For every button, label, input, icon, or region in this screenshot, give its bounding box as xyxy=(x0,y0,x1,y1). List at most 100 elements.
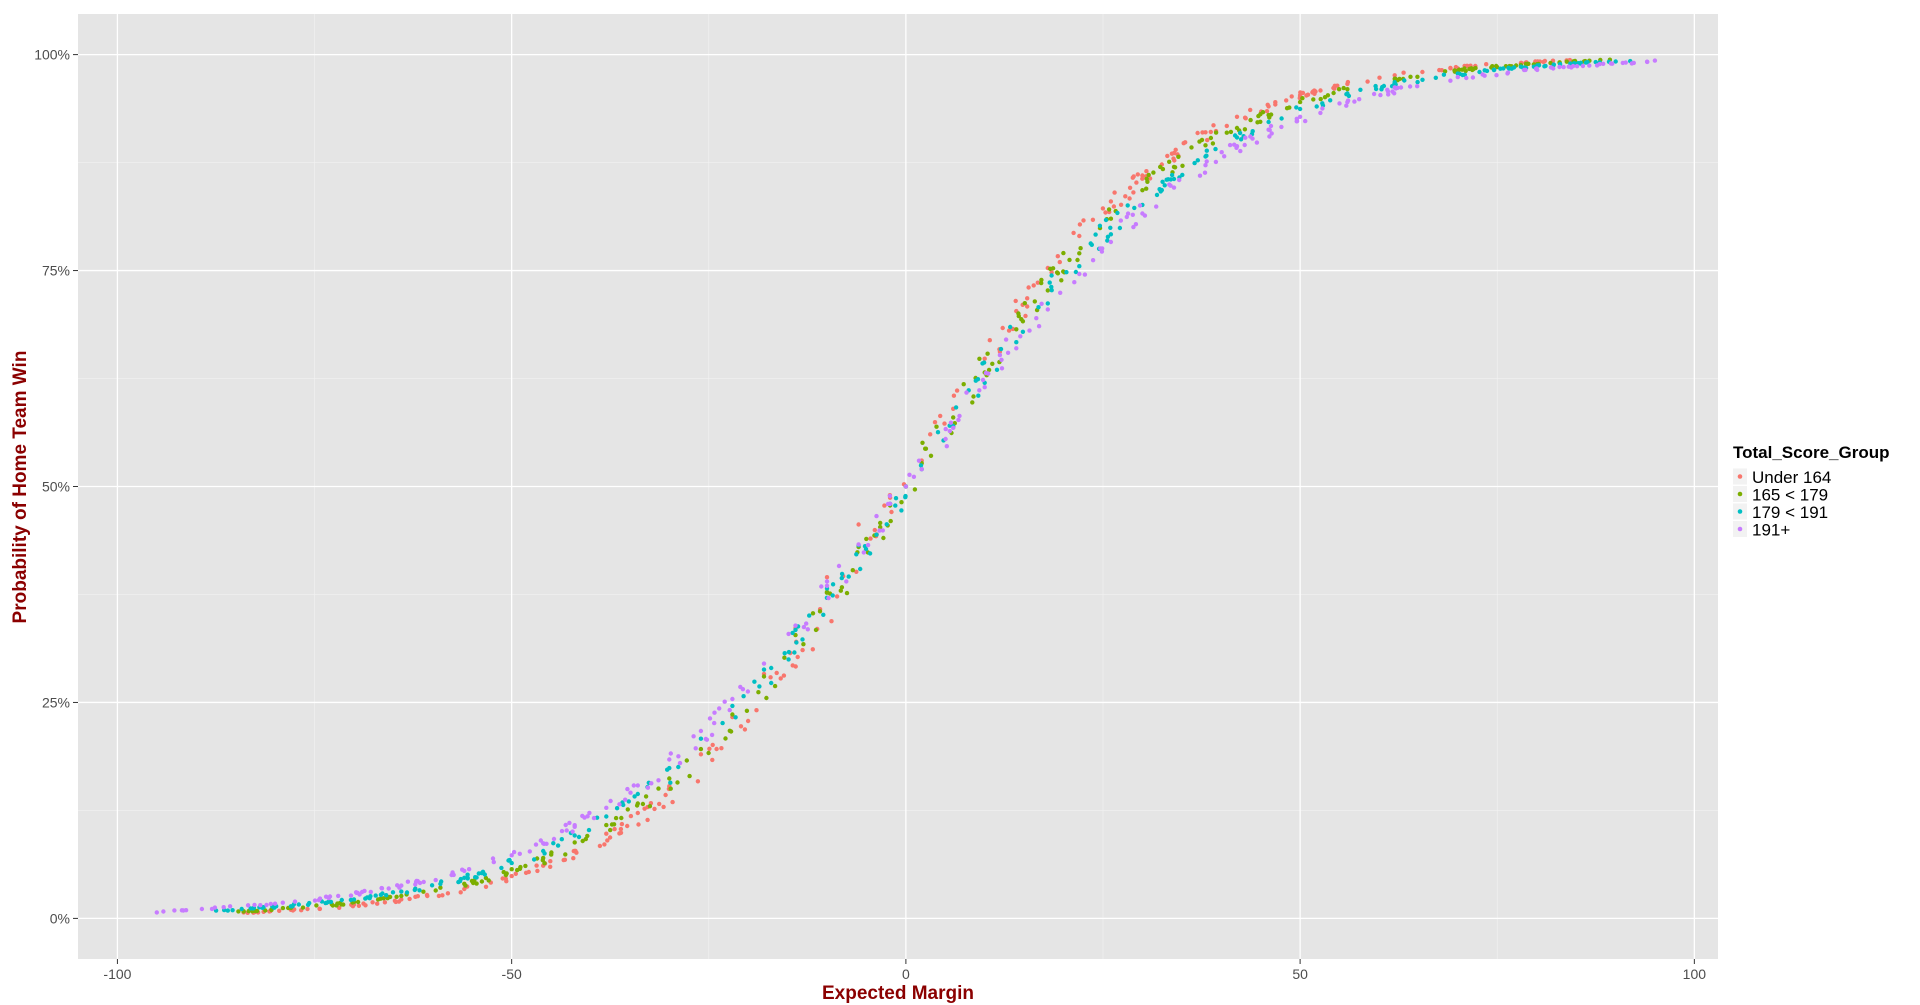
data-point xyxy=(1144,169,1149,174)
data-point xyxy=(994,367,1000,372)
data-point xyxy=(698,752,704,757)
data-point xyxy=(1111,204,1117,209)
data-point xyxy=(1162,183,1167,188)
data-point xyxy=(985,351,990,356)
data-point xyxy=(1055,254,1061,259)
data-point xyxy=(1131,174,1136,179)
data-point xyxy=(772,683,778,689)
data-point xyxy=(793,627,798,633)
data-point xyxy=(730,712,735,717)
data-point xyxy=(1258,119,1263,125)
data-point xyxy=(399,889,404,894)
data-point xyxy=(474,881,479,886)
data-point xyxy=(1371,91,1377,97)
data-point xyxy=(1593,59,1598,65)
data-point xyxy=(172,908,177,913)
data-point xyxy=(572,840,577,845)
data-point xyxy=(839,585,845,590)
data-point xyxy=(768,675,773,680)
data-point xyxy=(280,900,285,905)
data-point xyxy=(923,446,929,451)
data-point xyxy=(460,867,465,872)
data-point xyxy=(1398,85,1404,90)
data-point xyxy=(618,830,624,835)
data-point xyxy=(513,871,518,876)
data-point xyxy=(977,388,982,393)
data-point xyxy=(944,444,949,449)
data-point xyxy=(938,413,943,419)
data-point xyxy=(1437,67,1442,73)
legend-swatch xyxy=(1737,474,1743,479)
data-point xyxy=(348,893,354,898)
data-point xyxy=(1197,173,1203,178)
data-point xyxy=(691,734,696,739)
data-point xyxy=(951,393,957,398)
data-point xyxy=(1258,112,1263,117)
data-point xyxy=(559,828,565,834)
data-point xyxy=(730,703,735,709)
data-point xyxy=(722,699,727,704)
data-point xyxy=(1294,118,1300,124)
data-point xyxy=(1397,76,1402,82)
data-point xyxy=(668,780,673,785)
data-point xyxy=(604,814,609,819)
x-axis-ticks: -100 -50 0 50 100 xyxy=(103,959,1706,982)
data-point xyxy=(449,872,454,878)
data-point xyxy=(466,867,472,872)
data-point xyxy=(1455,74,1461,80)
data-point xyxy=(413,886,418,891)
data-point xyxy=(982,385,987,390)
data-point xyxy=(1345,98,1351,103)
data-point xyxy=(1629,61,1635,66)
data-point xyxy=(1242,127,1248,132)
data-point xyxy=(738,724,744,729)
data-point xyxy=(943,426,948,432)
data-point xyxy=(613,815,619,821)
data-point xyxy=(1112,190,1117,195)
data-point xyxy=(1151,170,1156,175)
data-point xyxy=(1266,119,1271,125)
data-point xyxy=(885,501,891,507)
data-point xyxy=(1415,74,1420,80)
data-point xyxy=(375,901,380,906)
data-point xyxy=(1318,88,1323,93)
data-point xyxy=(1090,217,1096,222)
data-point xyxy=(668,751,673,756)
x-axis-title: Expected Margin xyxy=(822,983,974,1004)
data-point xyxy=(1118,218,1124,223)
data-point xyxy=(640,801,646,807)
data-point xyxy=(1081,218,1086,223)
data-point xyxy=(793,623,798,628)
data-point xyxy=(854,569,859,574)
data-point xyxy=(756,690,761,695)
data-point xyxy=(1433,75,1439,81)
data-point xyxy=(1320,106,1325,111)
data-point xyxy=(542,861,547,866)
data-point xyxy=(824,583,830,588)
data-point xyxy=(1045,288,1051,293)
data-point xyxy=(956,417,961,423)
data-point xyxy=(645,817,650,823)
data-point xyxy=(635,783,640,788)
data-point xyxy=(384,893,389,898)
data-point xyxy=(807,613,812,618)
data-point xyxy=(251,906,256,911)
data-point xyxy=(1232,142,1237,147)
data-point xyxy=(1470,75,1476,80)
data-point xyxy=(698,746,704,752)
data-point xyxy=(1073,269,1079,275)
data-point xyxy=(327,894,333,899)
data-point xyxy=(1401,70,1406,75)
data-point xyxy=(1145,179,1150,184)
data-point xyxy=(1644,59,1650,64)
data-point xyxy=(1250,136,1255,141)
data-point xyxy=(1183,140,1188,145)
data-point xyxy=(1213,146,1218,152)
data-point xyxy=(830,582,836,587)
data-point xyxy=(741,694,746,699)
data-point xyxy=(635,791,640,797)
data-point xyxy=(625,823,630,829)
data-point xyxy=(413,894,418,899)
data-point xyxy=(786,631,791,637)
data-point xyxy=(1036,324,1042,329)
